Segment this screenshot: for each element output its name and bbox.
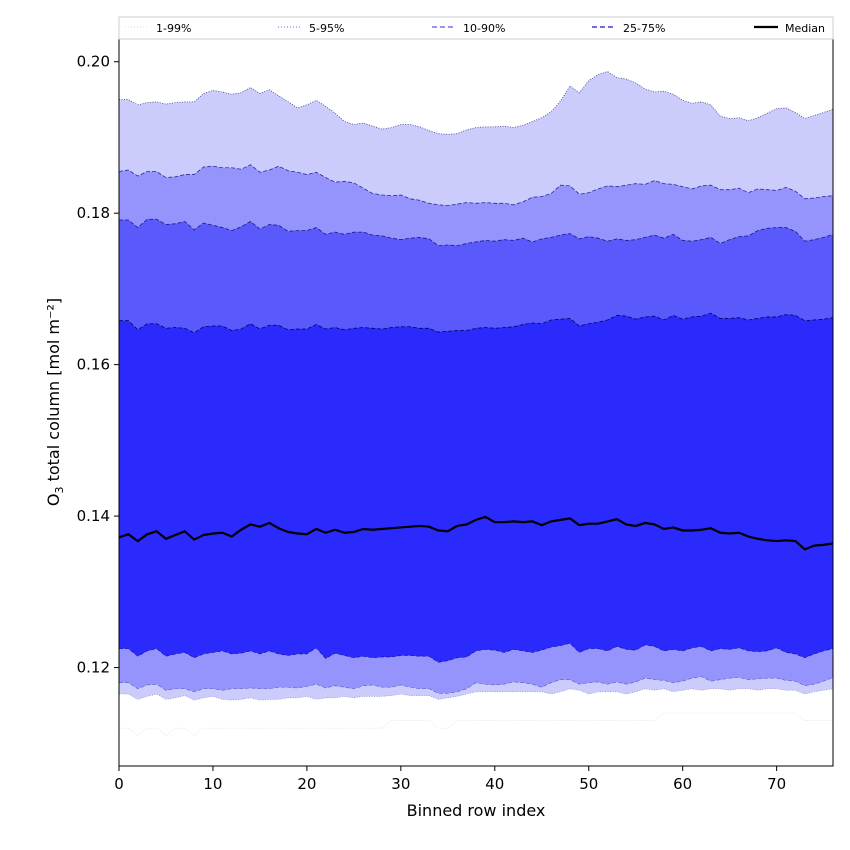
band-0-lower-edge	[119, 712, 833, 737]
x-axis-label: Binned row index	[407, 801, 546, 820]
legend-label: 10-90%	[463, 22, 505, 35]
y-axis: 0.12 0.14 0.16 0.18 0.20	[77, 53, 119, 677]
legend-label: 25-75%	[623, 22, 665, 35]
median-line	[119, 515, 833, 551]
band-2-upper-edge	[119, 164, 833, 207]
x-tick-label: 20	[297, 775, 316, 793]
x-tick-label: 50	[579, 775, 598, 793]
y-tick-label: 0.18	[77, 204, 110, 222]
legend-label: 5-95%	[309, 22, 344, 35]
y-axis-label: O3 total column [mol m⁻²]	[44, 298, 66, 506]
y-tick-label: 0.20	[77, 53, 110, 71]
x-tick-label: 0	[114, 775, 124, 793]
x-axis: 0 10 20 30 40 50 60 70	[114, 766, 786, 793]
legend-box	[118, 16, 834, 40]
legend-label: 1-99%	[156, 22, 191, 35]
band-2-lower-edge	[119, 676, 833, 694]
band-4	[119, 313, 833, 663]
percentile-bands	[119, 39, 833, 737]
band-1-upper-edge	[119, 71, 833, 135]
x-tick-label: 70	[767, 775, 786, 793]
median-layer	[119, 515, 833, 551]
x-tick-label: 30	[391, 775, 410, 793]
x-tick-label: 60	[673, 775, 692, 793]
y-tick-label: 0.14	[77, 507, 110, 525]
y-tick-label: 0.16	[77, 356, 110, 374]
band-4-lower-edge	[119, 642, 833, 663]
x-tick-label: 40	[485, 775, 504, 793]
legend-label: Median	[785, 22, 825, 35]
band-3-upper-edge	[119, 218, 833, 247]
y-tick-label: 0.12	[77, 659, 110, 677]
band-4-upper-edge	[119, 312, 833, 334]
legend: 1-99% 5-95% 10-90% 25-75% Median	[118, 16, 834, 40]
x-tick-label: 10	[203, 775, 222, 793]
